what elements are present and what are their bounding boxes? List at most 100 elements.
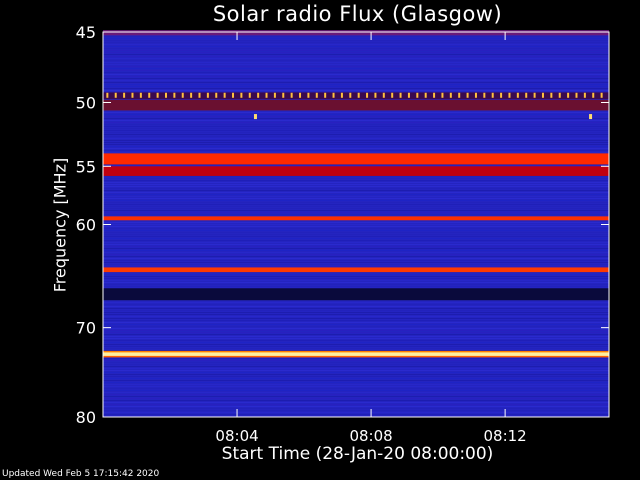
- emission-band: [103, 153, 609, 165]
- interference-spike: [315, 92, 318, 98]
- texture-row: [103, 312, 609, 313]
- interference-spike: [164, 92, 167, 98]
- texture-row: [103, 50, 609, 51]
- texture-row: [103, 116, 609, 117]
- texture-row: [103, 36, 609, 37]
- texture-row: [103, 280, 609, 281]
- texture-row: [103, 150, 609, 151]
- texture-row: [103, 300, 609, 301]
- texture-row: [103, 126, 609, 127]
- interference-spike: [575, 92, 578, 98]
- texture-row: [103, 412, 609, 413]
- texture-row: [103, 146, 609, 147]
- texture-row: [103, 334, 609, 335]
- texture-row: [103, 152, 609, 153]
- texture-row: [103, 76, 609, 77]
- interference-spike: [567, 92, 570, 98]
- texture-row: [103, 348, 609, 349]
- emission-band: [103, 30, 609, 36]
- texture-row: [103, 164, 609, 165]
- interference-spike: [290, 92, 293, 98]
- interference-spike: [407, 92, 410, 98]
- texture-row: [103, 276, 609, 277]
- interference-spike: [541, 92, 544, 98]
- texture-row: [103, 134, 609, 135]
- texture-row: [103, 400, 609, 401]
- texture-row: [103, 248, 609, 249]
- texture-row: [103, 274, 609, 275]
- emission-band: [103, 166, 609, 176]
- texture-row: [103, 232, 609, 233]
- texture-row: [103, 380, 609, 381]
- texture-row: [103, 340, 609, 341]
- texture-row: [103, 54, 609, 55]
- texture-row: [103, 138, 609, 139]
- interference-spike: [391, 92, 394, 98]
- interference-spike: [123, 92, 126, 98]
- texture-row: [103, 328, 609, 329]
- texture-row: [103, 382, 609, 383]
- y-tick-label: 45: [76, 23, 96, 42]
- texture-row: [103, 394, 609, 395]
- interference-spike: [474, 92, 477, 98]
- interference-spike: [424, 92, 427, 98]
- texture-row: [103, 182, 609, 183]
- texture-row: [103, 260, 609, 261]
- texture-row: [103, 366, 609, 367]
- texture-row: [103, 278, 609, 279]
- x-axis-label: Start Time (28-Jan-20 08:00:00): [221, 444, 494, 464]
- texture-row: [103, 176, 609, 177]
- y-tick-label: 50: [76, 94, 96, 113]
- texture-row: [103, 324, 609, 325]
- texture-row: [103, 72, 609, 73]
- texture-row: [103, 204, 609, 205]
- texture-row: [103, 148, 609, 149]
- y-tick-label: 70: [76, 319, 96, 338]
- emission-band: [103, 92, 609, 100]
- interference-spike: [273, 92, 276, 98]
- texture-row: [103, 272, 609, 273]
- texture-row: [103, 332, 609, 333]
- texture-row: [103, 110, 609, 111]
- interference-spike: [382, 92, 385, 98]
- texture-row: [103, 122, 609, 123]
- texture-row: [103, 142, 609, 143]
- texture-row: [103, 326, 609, 327]
- texture-row: [103, 378, 609, 379]
- interference-spike: [583, 92, 586, 98]
- emission-band: [103, 267, 609, 273]
- x-tick-label: 08:04: [215, 427, 258, 445]
- texture-row: [103, 128, 609, 129]
- texture-row: [103, 384, 609, 385]
- texture-row: [103, 306, 609, 307]
- texture-row: [103, 202, 609, 203]
- texture-row: [103, 386, 609, 387]
- texture-row: [103, 130, 609, 131]
- texture-row: [103, 316, 609, 317]
- texture-row: [103, 238, 609, 239]
- texture-row: [103, 178, 609, 179]
- interference-spike: [106, 92, 109, 98]
- texture-row: [103, 194, 609, 195]
- burst-point: [253, 114, 257, 120]
- texture-row: [103, 390, 609, 391]
- interference-spike: [265, 92, 268, 98]
- x-tick-label: 08:12: [484, 427, 527, 445]
- texture-row: [103, 192, 609, 193]
- emission-band: [103, 351, 609, 357]
- texture-row: [103, 60, 609, 61]
- interference-spike: [366, 92, 369, 98]
- interference-spike: [508, 92, 511, 98]
- texture-row: [103, 336, 609, 337]
- interference-spike: [483, 92, 486, 98]
- texture-row: [103, 392, 609, 393]
- texture-row: [103, 310, 609, 311]
- interference-spike: [282, 92, 285, 98]
- texture-row: [103, 396, 609, 397]
- texture-row: [103, 42, 609, 43]
- texture-row: [103, 38, 609, 39]
- texture-row: [103, 234, 609, 235]
- interference-spike: [458, 92, 461, 98]
- texture-row: [103, 362, 609, 363]
- texture-row: [103, 210, 609, 211]
